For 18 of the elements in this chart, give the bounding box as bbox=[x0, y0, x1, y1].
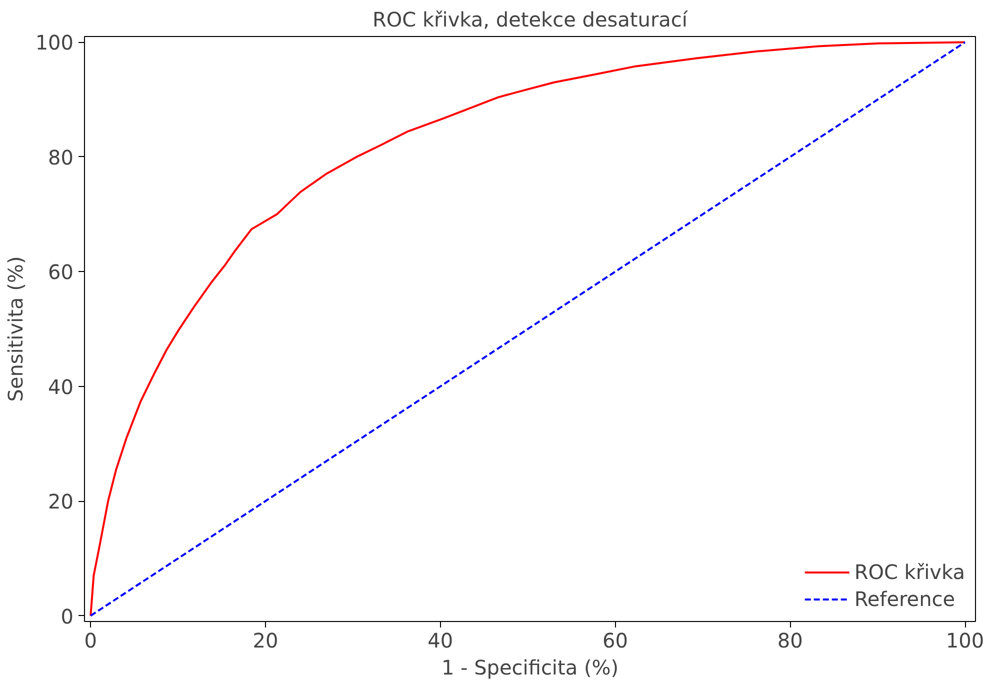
chart-title: ROC křivka, detekce desaturací bbox=[372, 8, 689, 32]
y-tick-label: 20 bbox=[48, 490, 74, 514]
x-tick-label: 20 bbox=[252, 628, 278, 652]
x-tick-label: 80 bbox=[777, 628, 803, 652]
y-tick-label: 100 bbox=[35, 30, 74, 55]
legend-label: ROC křivka bbox=[854, 560, 965, 584]
x-tick-label: 100 bbox=[946, 628, 984, 652]
x-tick-label: 0 bbox=[84, 628, 97, 652]
legend-label: Reference bbox=[854, 587, 956, 611]
y-tick-label: 40 bbox=[48, 374, 74, 399]
y-tick-label: 80 bbox=[48, 145, 74, 170]
line-series bbox=[90, 41, 966, 617]
x-tick-label: 40 bbox=[428, 628, 454, 652]
y-axis-title: Sensitivita (%) bbox=[3, 256, 28, 402]
y-tick-label: 0 bbox=[60, 604, 74, 628]
y-tick-label: 60 bbox=[48, 260, 74, 284]
x-axis-title: 1 - Specificita (%) bbox=[441, 656, 619, 680]
x-tick-label: 60 bbox=[602, 628, 628, 652]
